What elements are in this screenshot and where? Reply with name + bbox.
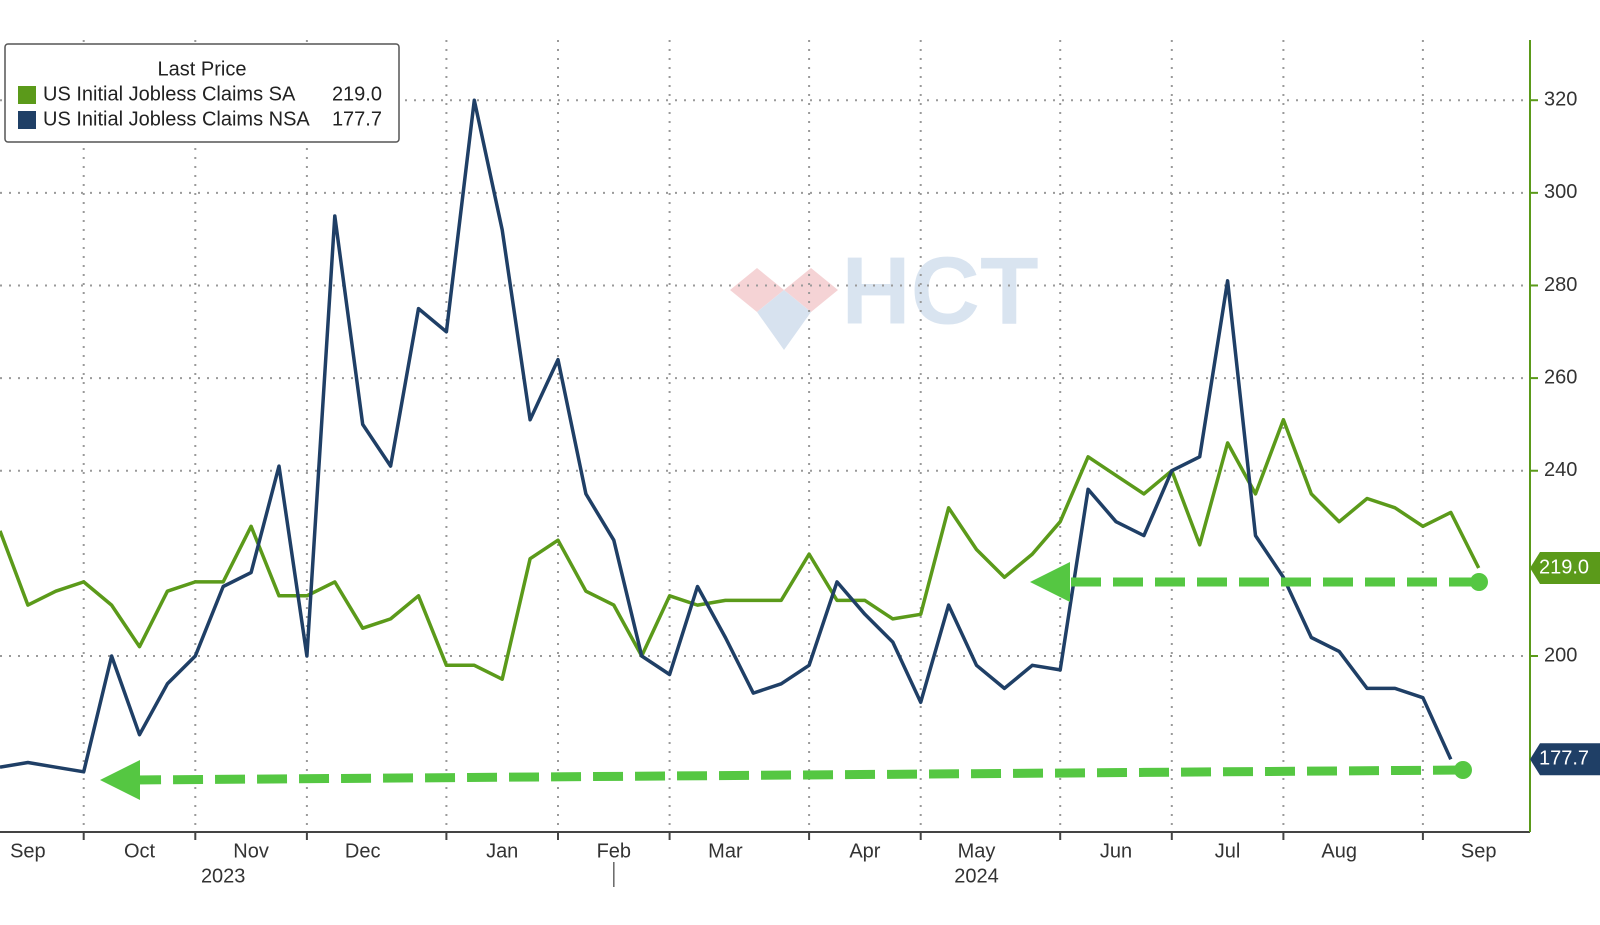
arrow-end bbox=[1454, 761, 1472, 779]
legend-swatch bbox=[18, 86, 36, 104]
y-tick-label: 260 bbox=[1544, 366, 1577, 388]
x-tick-label: Apr bbox=[849, 840, 880, 862]
arrow-nsa bbox=[134, 765, 1464, 785]
x-tick-label: Nov bbox=[233, 840, 269, 862]
legend-box bbox=[4, 43, 400, 143]
x-tick-label: Sep bbox=[1461, 840, 1497, 862]
legend-entry: US Initial Jobless Claims NSA bbox=[43, 108, 310, 130]
last-value-box bbox=[1530, 743, 1600, 776]
legend-value: 177.7 bbox=[332, 108, 382, 130]
x-tick-label: Jun bbox=[1100, 840, 1132, 862]
year-label: 2024 bbox=[954, 865, 999, 887]
y-tick-label: 240 bbox=[1544, 459, 1577, 481]
x-tick-label: Mar bbox=[708, 840, 743, 862]
legend: Last Price US Initial Jobless Claims SA 2… bbox=[4, 43, 400, 143]
x-tick-label: May bbox=[958, 840, 996, 862]
x-tick-label: Oct bbox=[124, 840, 156, 862]
x-tick-label: Dec bbox=[345, 840, 381, 862]
y-tick-label: 300 bbox=[1544, 181, 1577, 203]
x-tick-label: Feb bbox=[597, 840, 631, 862]
x-tick-label: Jan bbox=[486, 840, 518, 862]
watermark-logo bbox=[730, 268, 838, 350]
series-line bbox=[0, 98, 1453, 774]
arrow-head bbox=[1030, 562, 1070, 602]
last-value-label: 219.0 bbox=[1539, 556, 1589, 578]
last-value-label: 177.7 bbox=[1539, 748, 1589, 770]
x-tick-label: Sep bbox=[10, 840, 46, 862]
last-value-box bbox=[1530, 552, 1600, 584]
legend-entry: US Initial Jobless Claims SA bbox=[43, 83, 296, 105]
arrow-head bbox=[100, 760, 140, 800]
x-tick-label: Jul bbox=[1215, 840, 1241, 862]
series-line bbox=[0, 418, 1481, 681]
legend-value: 219.0 bbox=[332, 83, 382, 105]
y-tick-label: 320 bbox=[1544, 88, 1577, 110]
x-tick-label: Aug bbox=[1321, 840, 1357, 862]
y-tick-label: 200 bbox=[1544, 644, 1577, 666]
year-label: 2023 bbox=[201, 865, 246, 887]
y-tick-label: 280 bbox=[1544, 274, 1577, 296]
watermark: HCT bbox=[841, 237, 1038, 344]
legend-title: Last Price bbox=[158, 58, 247, 80]
annotation-arrows bbox=[100, 562, 1488, 800]
arrow-end bbox=[1470, 573, 1488, 591]
legend-swatch bbox=[18, 111, 36, 129]
